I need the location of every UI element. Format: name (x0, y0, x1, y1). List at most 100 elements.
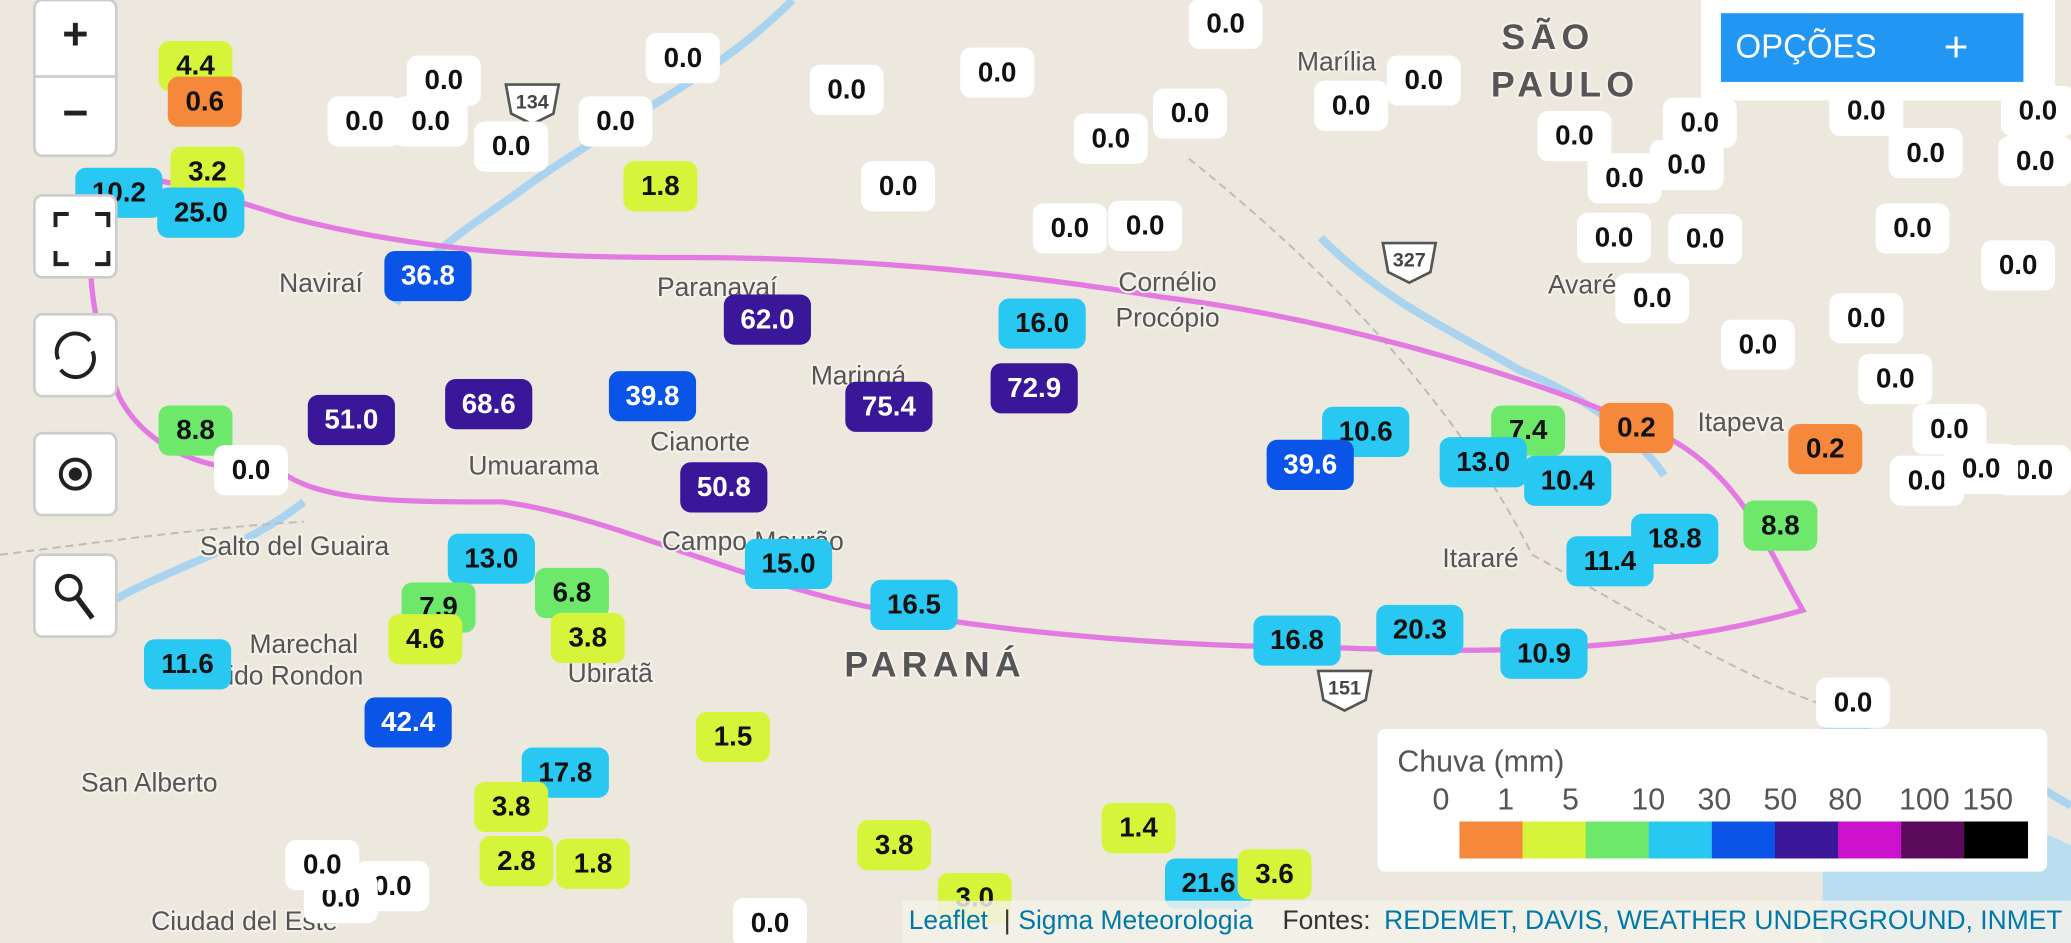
rain-marker (861, 161, 936, 212)
rain-value: 0.6 (185, 85, 224, 116)
place-label: Umuarama (468, 451, 599, 481)
rain-marker (1816, 677, 1891, 728)
rain-marker (623, 161, 698, 212)
rain-value: 0.0 (1595, 221, 1634, 252)
zoom-control: + − (33, 0, 118, 158)
rain-value: 0.0 (751, 907, 790, 938)
rain-value: 4.4 (176, 50, 215, 81)
road-shield (504, 83, 561, 126)
rain-value: 15.0 (762, 548, 816, 579)
options-label: OPÇÕES (1735, 28, 1876, 65)
road-shields: 134 327 151 (504, 83, 1438, 713)
legend-tick-label: 1 (1497, 784, 1514, 817)
rain-marker (696, 711, 771, 763)
rain-marker (157, 187, 245, 238)
rain-marker (1153, 88, 1228, 139)
rain-marker (1237, 849, 1312, 900)
legend-swatch (1838, 821, 1902, 859)
search-icon (54, 573, 83, 602)
rain-value: 0.0 (1332, 89, 1371, 120)
rain-value: 0.0 (1893, 212, 1932, 243)
leaflet-link[interactable]: Leaflet (909, 905, 989, 935)
rain-marker (214, 445, 288, 496)
options-button[interactable]: OPÇÕES + (1701, 0, 2056, 101)
fullscreen-button[interactable] (33, 194, 118, 279)
rain-marker (1743, 500, 1818, 551)
rain-value: 0.0 (1681, 106, 1720, 137)
legend-tick-label: 5 (1562, 784, 1579, 817)
rain-value: 42.4 (381, 706, 436, 737)
rain-marker (144, 639, 232, 690)
legend-title: Chuva (mm) (1397, 745, 1564, 778)
rain-value: 0.0 (978, 56, 1017, 87)
rain-marker (998, 298, 1086, 349)
search-handle (74, 595, 95, 620)
rain-marker (645, 33, 720, 84)
rain-marker (1188, 0, 1263, 49)
rain-marker (388, 614, 463, 665)
rain-marker (167, 76, 242, 127)
place-label: PARANÁ (844, 644, 1026, 684)
rain-marker (1500, 628, 1588, 679)
rain-value: 0.0 (1633, 282, 1672, 313)
rain-value: 0.0 (1051, 212, 1090, 243)
rain-marker (1888, 128, 1963, 179)
place-label: Avaré (1548, 270, 1617, 300)
rain-value: 0.0 (1092, 122, 1131, 153)
rain-value: 62.0 (740, 303, 794, 334)
rain-marker (1164, 858, 1253, 909)
rain-marker (1073, 113, 1148, 164)
zoom-in[interactable]: + (62, 8, 88, 59)
rain-value: 21.6 (1182, 867, 1236, 898)
rain-value: 0.0 (1908, 464, 1947, 495)
rain-value: 0.0 (1962, 453, 2001, 484)
legend-swatch (1585, 821, 1650, 859)
rain-value: 51.0 (324, 404, 378, 435)
rain-marker (1587, 153, 1662, 204)
rain-value: 0.2 (1806, 433, 1845, 464)
rain-value: 0.0 (411, 105, 450, 136)
rain-marker (608, 371, 697, 422)
place-label: Itapeva (1697, 407, 1784, 437)
rain-value: 0.0 (303, 849, 342, 880)
legend-tick-label: 80 (1828, 784, 1862, 817)
rain-marker (744, 538, 833, 590)
locate-button[interactable] (33, 431, 118, 517)
rain-value: 0.0 (1686, 223, 1725, 254)
road-shield (1381, 241, 1438, 285)
rain-marker (1829, 293, 1904, 344)
rain-marker (447, 533, 535, 584)
rain-marker (723, 294, 811, 345)
legend-swatch (1774, 821, 1839, 859)
rain-marker (327, 96, 402, 147)
rain-value: 16.5 (887, 589, 941, 620)
rain-value: 0.0 (879, 170, 918, 201)
rain-value: 10.9 (1517, 637, 1571, 668)
road-number: 327 (1393, 250, 1426, 272)
region-outline (88, 175, 1807, 653)
rain-marker (1981, 240, 2056, 291)
rain-value: 0.0 (1555, 120, 1594, 151)
rain-marker (406, 55, 481, 106)
rain-value: 16.0 (1015, 307, 1069, 338)
search-button[interactable] (33, 553, 118, 638)
place-label: Marília (1297, 46, 1377, 76)
legend: Chuva (mm) 0 1 5 10 30 50 80 100 150 (1377, 729, 2048, 872)
sources[interactable]: REDEMET, DAVIS, WEATHER UNDERGROUND, INM… (1384, 905, 2062, 935)
rain-marker (1788, 423, 1863, 475)
rain-value: 13.0 (464, 542, 518, 573)
rain-marker (809, 64, 884, 115)
rain-value: 3.8 (875, 829, 914, 860)
rain-value: 8.8 (1761, 509, 1800, 540)
zoom-out[interactable]: − (62, 87, 88, 138)
legend-tick-label: 100 (1899, 784, 1950, 817)
rain-value: 0.0 (1605, 162, 1644, 193)
rain-marker (474, 781, 549, 833)
legend-swatch (1964, 821, 2029, 859)
sigma-link[interactable]: Sigma Meteorologia (1018, 905, 1253, 935)
rain-value: 0.0 (2016, 145, 2055, 176)
rain-value: 0.2 (1617, 412, 1656, 443)
refresh-button[interactable] (33, 313, 118, 398)
rain-marker (1537, 110, 1612, 162)
